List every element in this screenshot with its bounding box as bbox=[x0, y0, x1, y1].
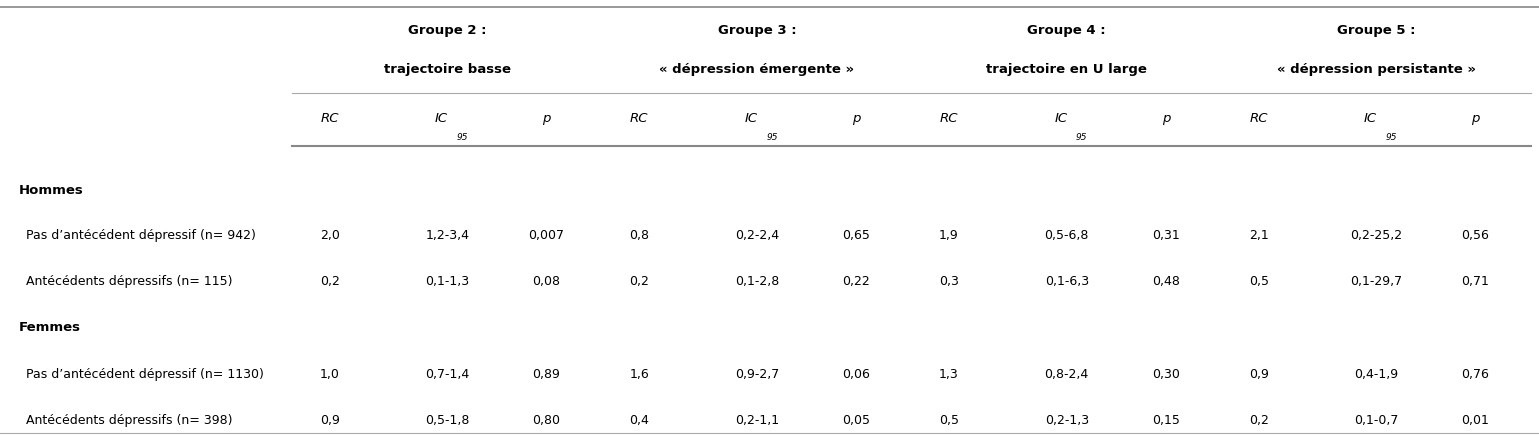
Text: 0,2-25,2: 0,2-25,2 bbox=[1350, 229, 1402, 243]
Text: 0,007: 0,007 bbox=[528, 229, 565, 243]
Text: 0,31: 0,31 bbox=[1153, 229, 1180, 243]
Text: 0,05: 0,05 bbox=[842, 414, 870, 427]
Text: IC: IC bbox=[1054, 112, 1068, 125]
Text: 0,06: 0,06 bbox=[842, 368, 870, 381]
Text: p: p bbox=[853, 112, 860, 125]
Text: trajectoire en U large: trajectoire en U large bbox=[986, 63, 1147, 76]
Text: 0,9: 0,9 bbox=[1248, 368, 1268, 381]
Text: 95: 95 bbox=[1076, 133, 1088, 142]
Text: 0,89: 0,89 bbox=[532, 368, 560, 381]
Text: Groupe 2 :: Groupe 2 : bbox=[408, 24, 486, 37]
Text: 0,2-1,1: 0,2-1,1 bbox=[736, 414, 779, 427]
Text: IC: IC bbox=[436, 112, 448, 125]
Text: 95: 95 bbox=[457, 133, 468, 142]
Text: 0,5: 0,5 bbox=[939, 414, 959, 427]
Text: 0,22: 0,22 bbox=[842, 275, 870, 288]
Text: 95: 95 bbox=[1385, 133, 1397, 142]
Text: 1,6: 1,6 bbox=[629, 368, 649, 381]
Text: 0,1-1,3: 0,1-1,3 bbox=[425, 275, 469, 288]
Text: 0,1-29,7: 0,1-29,7 bbox=[1350, 275, 1402, 288]
Text: 0,8-2,4: 0,8-2,4 bbox=[1045, 368, 1090, 381]
Text: 1,3: 1,3 bbox=[939, 368, 959, 381]
Text: RC: RC bbox=[629, 112, 648, 125]
Text: RC: RC bbox=[320, 112, 339, 125]
Text: 2,1: 2,1 bbox=[1248, 229, 1268, 243]
Text: 0,3: 0,3 bbox=[939, 275, 959, 288]
Text: « dépression persistante »: « dépression persistante » bbox=[1277, 63, 1476, 76]
Text: 0,5: 0,5 bbox=[1248, 275, 1268, 288]
Text: 0,8: 0,8 bbox=[629, 229, 649, 243]
Text: trajectoire basse: trajectoire basse bbox=[383, 63, 511, 76]
Text: 0,2: 0,2 bbox=[320, 275, 340, 288]
Text: 0,56: 0,56 bbox=[1462, 229, 1490, 243]
Text: 0,2: 0,2 bbox=[629, 275, 649, 288]
Text: Pas d’antécédent dépressif (n= 942): Pas d’antécédent dépressif (n= 942) bbox=[26, 229, 255, 243]
Text: Groupe 5 :: Groupe 5 : bbox=[1337, 24, 1416, 37]
Text: 0,1-6,3: 0,1-6,3 bbox=[1045, 275, 1088, 288]
Text: 0,71: 0,71 bbox=[1462, 275, 1490, 288]
Text: 0,1-2,8: 0,1-2,8 bbox=[734, 275, 779, 288]
Text: 0,48: 0,48 bbox=[1151, 275, 1180, 288]
Text: Pas d’antécédent dépressif (n= 1130): Pas d’antécédent dépressif (n= 1130) bbox=[26, 368, 265, 381]
Text: 0,65: 0,65 bbox=[842, 229, 870, 243]
Text: 0,2-2,4: 0,2-2,4 bbox=[736, 229, 779, 243]
Text: 2,0: 2,0 bbox=[320, 229, 340, 243]
Text: Groupe 3 :: Groupe 3 : bbox=[717, 24, 796, 37]
Text: 0,08: 0,08 bbox=[532, 275, 560, 288]
Text: « dépression émergente »: « dépression émergente » bbox=[659, 63, 854, 76]
Text: IC: IC bbox=[745, 112, 757, 125]
Text: 0,01: 0,01 bbox=[1462, 414, 1490, 427]
Text: IC: IC bbox=[1364, 112, 1377, 125]
Text: 0,5-6,8: 0,5-6,8 bbox=[1045, 229, 1090, 243]
Text: p: p bbox=[1162, 112, 1170, 125]
Text: 0,15: 0,15 bbox=[1151, 414, 1180, 427]
Text: 0,76: 0,76 bbox=[1462, 368, 1490, 381]
Text: 0,4: 0,4 bbox=[629, 414, 649, 427]
Text: RC: RC bbox=[940, 112, 959, 125]
Text: 0,1-0,7: 0,1-0,7 bbox=[1354, 414, 1399, 427]
Text: 0,4-1,9: 0,4-1,9 bbox=[1354, 368, 1399, 381]
Text: 95: 95 bbox=[766, 133, 777, 142]
Text: p: p bbox=[1471, 112, 1479, 125]
Text: 1,2-3,4: 1,2-3,4 bbox=[425, 229, 469, 243]
Text: Groupe 4 :: Groupe 4 : bbox=[1028, 24, 1107, 37]
Text: Antécédents dépressifs (n= 115): Antécédents dépressifs (n= 115) bbox=[26, 275, 232, 288]
Text: 0,2-1,3: 0,2-1,3 bbox=[1045, 414, 1088, 427]
Text: p: p bbox=[542, 112, 551, 125]
Text: 0,9: 0,9 bbox=[320, 414, 340, 427]
Text: 0,5-1,8: 0,5-1,8 bbox=[425, 414, 469, 427]
Text: Femmes: Femmes bbox=[18, 321, 80, 334]
Text: 0,7-1,4: 0,7-1,4 bbox=[425, 368, 469, 381]
Text: 0,9-2,7: 0,9-2,7 bbox=[734, 368, 779, 381]
Text: 0,30: 0,30 bbox=[1151, 368, 1180, 381]
Text: 1,9: 1,9 bbox=[939, 229, 959, 243]
Text: 1,0: 1,0 bbox=[320, 368, 340, 381]
Text: 0,2: 0,2 bbox=[1248, 414, 1268, 427]
Text: RC: RC bbox=[1250, 112, 1268, 125]
Text: Hommes: Hommes bbox=[18, 184, 83, 197]
Text: Antécédents dépressifs (n= 398): Antécédents dépressifs (n= 398) bbox=[26, 414, 232, 427]
Text: 0,80: 0,80 bbox=[532, 414, 560, 427]
